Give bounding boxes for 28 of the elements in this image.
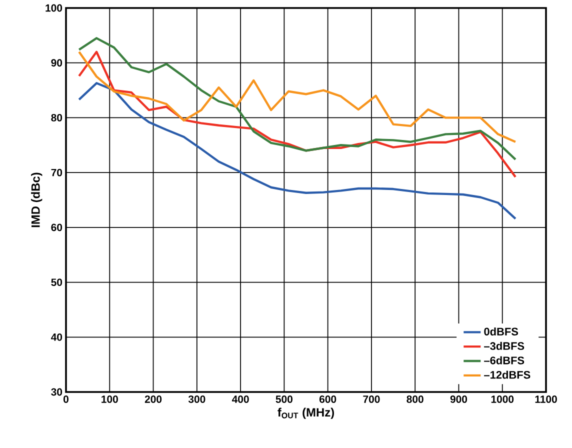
x-tick-label: 700 <box>363 396 380 403</box>
legend-label: 0dBFS <box>484 327 518 336</box>
line-series <box>78 82 517 220</box>
x-tick-label: 400 <box>232 396 249 403</box>
y-tick-label: 70 <box>51 168 62 176</box>
x-tick-label: 900 <box>450 396 468 403</box>
x-tick-label: 0 <box>63 396 68 403</box>
y-axis-title: IMD (dBc) <box>31 172 42 228</box>
x-tick-label: 300 <box>188 396 206 403</box>
x-tick-label: 1000 <box>491 396 514 403</box>
y-tick-label: 50 <box>51 278 62 286</box>
x-tick-label: 800 <box>406 396 424 403</box>
y-tick-label: 60 <box>51 224 62 232</box>
line-series <box>78 50 517 178</box>
legend-label: –3dBFS <box>484 342 524 350</box>
x-tick-label: 200 <box>144 396 162 403</box>
x-tick-label: 100 <box>102 396 118 403</box>
x-tick-label: 500 <box>276 396 292 403</box>
x-axis-title: f$_{OUT}$ (MHz) <box>278 408 334 419</box>
x-tick-label: 1100 <box>535 396 557 403</box>
legend-label: –6dBFS <box>484 356 524 364</box>
y-tick-label: 30 <box>51 388 62 396</box>
y-tick-label: 90 <box>51 59 62 67</box>
x-tick-label: 600 <box>319 396 336 403</box>
legend-label: –12dBFS <box>484 370 530 379</box>
y-tick-label: 100 <box>46 4 62 12</box>
y-tick-label: 40 <box>51 333 62 341</box>
y-tick-label: 80 <box>51 114 62 122</box>
